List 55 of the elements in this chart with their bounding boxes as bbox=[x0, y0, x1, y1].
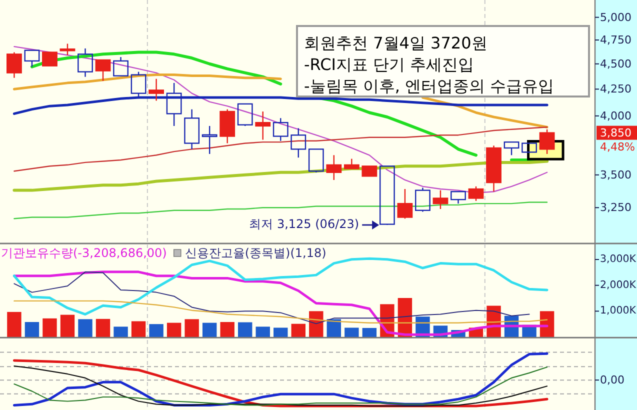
bar bbox=[24, 322, 40, 337]
bar bbox=[256, 326, 270, 337]
candlestick bbox=[486, 145, 502, 192]
candlestick bbox=[78, 48, 93, 78]
bar bbox=[344, 328, 359, 337]
bar bbox=[202, 322, 217, 337]
bar bbox=[114, 326, 128, 337]
annotation: 회원추천 7월4일 3720원 bbox=[304, 34, 488, 52]
candlestick bbox=[42, 52, 58, 66]
bar bbox=[291, 324, 306, 337]
bar bbox=[362, 328, 377, 337]
candlestick bbox=[95, 59, 111, 82]
candlestick bbox=[6, 52, 22, 78]
candlestick bbox=[148, 78, 164, 102]
candlestick bbox=[362, 166, 378, 177]
bar bbox=[60, 314, 75, 337]
line-series bbox=[14, 126, 548, 172]
candlestick bbox=[450, 191, 466, 204]
bar bbox=[540, 311, 554, 337]
bar bbox=[166, 322, 182, 337]
annotation: -눌림목 이후, 엔터업종의 수급유입 bbox=[304, 76, 554, 96]
ref-line-label: 0,00 bbox=[600, 374, 624, 387]
annotation: 최저 3,125 (06/23) bbox=[249, 216, 360, 231]
series-label: 기관보유수량(-3,208,686,00) bbox=[1, 246, 167, 260]
candlestick bbox=[344, 158, 360, 170]
bar bbox=[326, 319, 342, 337]
bar bbox=[131, 321, 146, 337]
text: 4,48% bbox=[600, 140, 635, 154]
bar bbox=[309, 311, 324, 337]
y-tick-label: 3,000K bbox=[600, 254, 636, 265]
y-tick-label: 5,000 bbox=[600, 10, 632, 24]
bar bbox=[184, 319, 199, 337]
y-tick-label: 1,000K bbox=[600, 306, 636, 317]
y-tick-label: 4,500 bbox=[600, 57, 632, 70]
y-tick-label: 2,000K bbox=[600, 280, 636, 291]
y-tick-label: 3,500 bbox=[600, 168, 632, 182]
candlestick bbox=[113, 56, 128, 76]
bar bbox=[7, 312, 22, 337]
bar bbox=[149, 324, 164, 337]
bar bbox=[42, 318, 57, 337]
bar bbox=[274, 328, 288, 337]
bar bbox=[96, 318, 110, 337]
candlestick bbox=[220, 108, 236, 144]
y-tick-label: 4,250 bbox=[600, 82, 632, 96]
candlestick bbox=[255, 110, 271, 140]
bar bbox=[238, 322, 252, 337]
bar bbox=[78, 319, 92, 337]
bar bbox=[220, 322, 234, 337]
y-tick-label: 3,250 bbox=[600, 201, 632, 214]
y-tick-label: 4,000 bbox=[600, 109, 632, 122]
text: 신용잔고율(종목별)(1,18) bbox=[184, 246, 326, 260]
text: 3,850 bbox=[600, 126, 632, 140]
annotation: -RCI지표 단기 추세진입 bbox=[304, 55, 474, 74]
candlestick bbox=[184, 108, 200, 150]
y-tick-label: 4,750 bbox=[600, 33, 632, 46]
